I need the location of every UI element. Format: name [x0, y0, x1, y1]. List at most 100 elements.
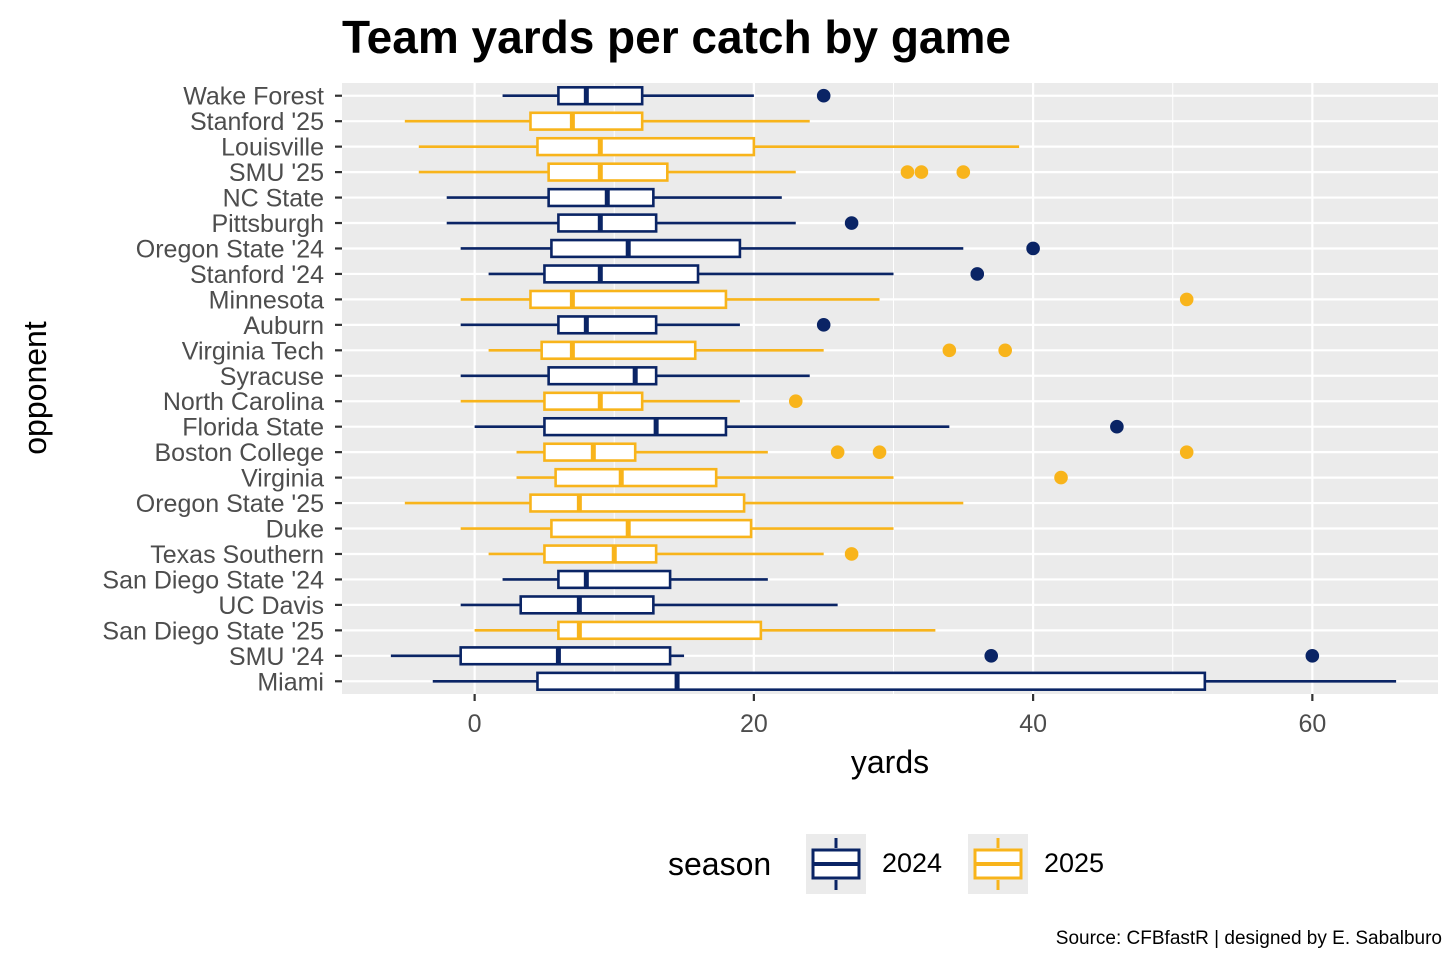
box-stanford-24: [488, 264, 985, 284]
outlier-point: [942, 343, 957, 358]
y-tick-label: Syracuse: [220, 363, 324, 391]
box-iqr: [547, 187, 655, 208]
box-north-carolina: [460, 391, 803, 411]
caption: Source: CFBfastR | designed by E. Sabalb…: [1055, 928, 1442, 949]
y-tick-label: Oregon State '25: [136, 490, 324, 518]
legend-title: season: [668, 846, 772, 882]
y-tick-label: Virginia: [241, 465, 324, 493]
outlier-point: [956, 165, 971, 179]
box-texas-southern: [488, 544, 859, 564]
box-iqr: [550, 238, 742, 259]
y-tick-label: UC Davis: [218, 592, 324, 620]
box-san-diego-state-24: [502, 569, 768, 590]
box-iqr: [550, 518, 753, 539]
box-boston-college: [516, 442, 1194, 462]
box-stanford-25: [404, 111, 810, 131]
box-auburn: [460, 315, 831, 335]
box-wake-forest: [502, 86, 831, 106]
outlier-point: [830, 445, 845, 459]
y-tick-label: Florida State: [182, 414, 324, 442]
x-axis: 0 20 40 60: [468, 694, 1326, 738]
outlier-point: [1054, 470, 1068, 485]
outlier-point: [844, 547, 859, 561]
y-tick-label: NC State: [223, 185, 324, 213]
box-iqr: [536, 136, 756, 157]
y-tick-label: Texas Southern: [150, 541, 324, 569]
legend-label-2024: 2024: [882, 848, 943, 878]
x-axis-title: yards: [851, 744, 929, 780]
y-tick-label: Pittsburgh: [211, 210, 324, 238]
outlier-point: [816, 88, 831, 103]
y-tick-label: Louisville: [221, 134, 324, 162]
legend-label-2025: 2025: [1044, 848, 1105, 878]
y-tick-label: Duke: [266, 516, 324, 544]
legend-key-2025: [968, 834, 1028, 894]
y-tick-label: San Diego State '25: [102, 617, 324, 645]
y-tick-label: Auburn: [243, 312, 324, 340]
box-oregon-state-25: [404, 493, 964, 513]
box-iqr: [554, 467, 718, 488]
legend-key-2024: [806, 834, 866, 894]
outlier-point: [1110, 419, 1124, 434]
y-tick-label: SMU '24: [229, 643, 324, 671]
box-louisville: [418, 136, 1020, 157]
box-iqr: [543, 544, 658, 564]
box-nc-state: [446, 187, 782, 208]
outlier-point: [914, 165, 929, 179]
box-iqr: [557, 620, 763, 641]
box-iqr: [543, 442, 637, 462]
box-miami: [432, 671, 1397, 691]
box-syracuse: [460, 366, 810, 386]
outlier-point: [872, 445, 887, 459]
y-tick-label: North Carolina: [163, 388, 324, 416]
outlier-point: [844, 216, 859, 230]
outlier-point: [816, 318, 831, 332]
y-tick-label: San Diego State '24: [102, 566, 324, 594]
plot-panel: [342, 83, 1438, 694]
box-iqr: [540, 340, 697, 361]
outlier-point: [788, 394, 803, 409]
y-tick-label: Oregon State '24: [136, 235, 324, 263]
box-iqr: [529, 493, 746, 513]
box-oregon-state-24: [460, 238, 1040, 259]
outlier-point: [1179, 445, 1194, 459]
box-smu-24: [390, 646, 1320, 666]
y-tick-label: Minnesota: [209, 286, 324, 314]
box-duke: [460, 518, 894, 539]
box-iqr: [543, 416, 728, 437]
y-tick-label: SMU '25: [229, 159, 324, 187]
outlier-point: [984, 649, 999, 663]
box-iqr: [459, 646, 672, 666]
outlier-point: [1305, 649, 1320, 663]
outlier-point: [998, 343, 1012, 358]
box-iqr: [536, 671, 1207, 691]
chart-title: Team yards per catch by game: [342, 11, 1011, 63]
box-iqr: [557, 86, 644, 106]
x-tick-label: 40: [1019, 710, 1047, 738]
outlier-point: [900, 165, 915, 179]
y-tick-label: Stanford '24: [190, 261, 324, 289]
legend-swatch-2025-icon: [973, 838, 1023, 890]
outlier-point: [1026, 241, 1040, 256]
y-tick-label: Virginia Tech: [182, 337, 324, 365]
outlier-point: [1179, 292, 1194, 307]
y-tick-label: Wake Forest: [183, 83, 324, 111]
box-iqr: [529, 289, 728, 310]
box-iqr: [519, 595, 655, 615]
box-iqr: [557, 213, 658, 233]
box-virginia-tech: [488, 340, 1012, 361]
legend-swatch-2024-icon: [811, 838, 861, 890]
x-tick-label: 20: [740, 710, 768, 738]
y-tick-label: Miami: [257, 668, 324, 696]
box-iqr: [543, 391, 644, 411]
y-axis-title: opponent: [17, 321, 53, 455]
box-iqr: [547, 366, 658, 386]
box-iqr: [557, 315, 658, 335]
box-san-diego-state-25: [474, 620, 936, 641]
box-florida-state: [474, 416, 1124, 437]
box-iqr: [543, 264, 700, 284]
box-pittsburgh: [446, 213, 859, 233]
box-iqr: [547, 162, 669, 182]
x-tick-label: 60: [1298, 710, 1326, 738]
